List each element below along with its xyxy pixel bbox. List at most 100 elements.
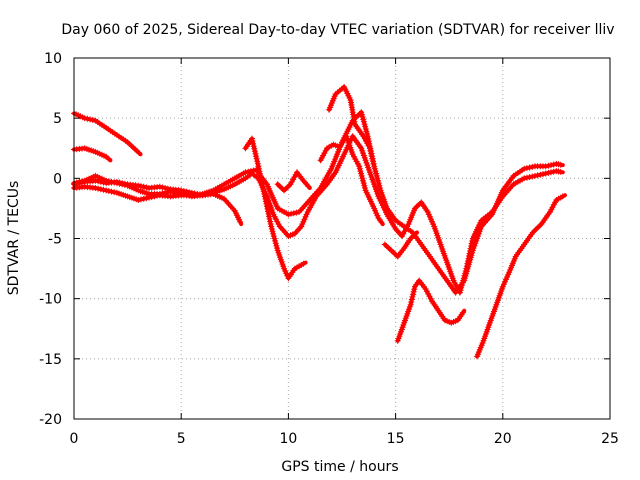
data-point — [175, 190, 182, 197]
data-point — [92, 185, 99, 191]
data-point — [523, 174, 530, 181]
data-point — [108, 178, 115, 185]
y-tick-label: 0 — [53, 171, 62, 187]
data-point — [105, 178, 112, 185]
data-series-9 — [326, 83, 377, 169]
data-point — [545, 169, 552, 176]
data-point — [534, 172, 541, 179]
data-series-2 — [71, 145, 113, 163]
data-point — [103, 187, 110, 194]
data-series-11 — [394, 277, 467, 344]
data-point — [408, 296, 415, 303]
data-point — [140, 195, 147, 202]
x-tick-label: 15 — [387, 431, 405, 447]
data-point — [293, 209, 300, 216]
data-point — [521, 165, 528, 172]
x-tick-label: 5 — [177, 431, 186, 447]
data-point — [84, 115, 91, 122]
data-point — [180, 191, 187, 198]
data-point — [253, 153, 259, 160]
data-point — [111, 179, 118, 186]
data-point — [103, 177, 110, 184]
data-point — [542, 170, 549, 177]
data-point — [523, 165, 530, 172]
data-point — [526, 174, 533, 181]
data-point — [76, 178, 83, 185]
data-point — [529, 173, 536, 180]
data-point — [548, 169, 554, 176]
data-point — [87, 116, 94, 123]
y-tick-label: -15 — [39, 352, 62, 368]
data-point — [370, 160, 377, 167]
x-tick-label: 10 — [279, 431, 297, 447]
data-point — [159, 184, 166, 191]
data-point — [285, 211, 292, 218]
data-series-10 — [381, 230, 419, 260]
data-point — [242, 169, 249, 176]
x-tick-label: 25 — [601, 431, 619, 447]
data-point — [167, 188, 174, 195]
data-point — [410, 288, 417, 295]
data-point — [159, 190, 166, 197]
data-point — [411, 286, 418, 293]
data-point — [156, 183, 163, 190]
data-point — [105, 155, 112, 162]
y-tick-label: -20 — [39, 412, 62, 428]
data-point — [140, 183, 147, 190]
data-point — [459, 309, 466, 316]
data-point — [97, 186, 104, 193]
data-point — [408, 299, 415, 306]
y-tick-label: 5 — [53, 111, 62, 127]
data-point — [412, 231, 419, 237]
data-point — [540, 171, 546, 178]
data-point — [410, 291, 417, 298]
data-point — [305, 183, 312, 190]
data-point — [172, 189, 179, 196]
data-series-layer — [71, 83, 567, 360]
data-point — [79, 178, 85, 185]
data-series-4 — [71, 109, 565, 296]
data-point — [119, 181, 126, 188]
data-series-7 — [274, 169, 312, 194]
data-point — [526, 164, 533, 171]
x-axis-label: GPS time / hours — [281, 459, 398, 475]
data-point — [259, 180, 266, 187]
data-point — [542, 163, 549, 170]
data-point — [89, 117, 96, 123]
series-track — [72, 110, 565, 295]
data-point — [545, 162, 552, 169]
data-point — [368, 150, 375, 157]
data-point — [367, 147, 374, 154]
data-point — [113, 180, 120, 187]
x-tick-label: 0 — [70, 431, 79, 447]
data-point — [249, 138, 256, 145]
data-point — [559, 193, 566, 200]
data-point — [178, 191, 185, 197]
data-point — [537, 171, 544, 178]
data-point — [156, 191, 163, 197]
data-point — [557, 161, 564, 168]
data-series-12 — [474, 193, 567, 360]
data-point — [529, 163, 536, 170]
data-series-6 — [242, 135, 308, 282]
data-point — [557, 168, 564, 175]
data-point — [135, 149, 142, 156]
data-point — [111, 189, 118, 196]
data-point — [532, 172, 538, 179]
data-point — [247, 168, 254, 175]
chart-title: Day 060 of 2025, Sidereal Day-to-day VTE… — [61, 22, 614, 38]
data-point — [183, 192, 190, 199]
data-point — [368, 153, 375, 159]
data-point — [138, 196, 144, 203]
data-point — [378, 219, 385, 226]
data-point — [135, 197, 142, 203]
data-point — [105, 188, 112, 194]
data-point — [81, 115, 88, 122]
data-point — [290, 210, 297, 217]
data-point — [250, 167, 257, 174]
data-point — [121, 182, 128, 188]
data-point — [237, 218, 244, 225]
data-point — [266, 215, 273, 222]
x-tick-label: 20 — [494, 431, 512, 447]
